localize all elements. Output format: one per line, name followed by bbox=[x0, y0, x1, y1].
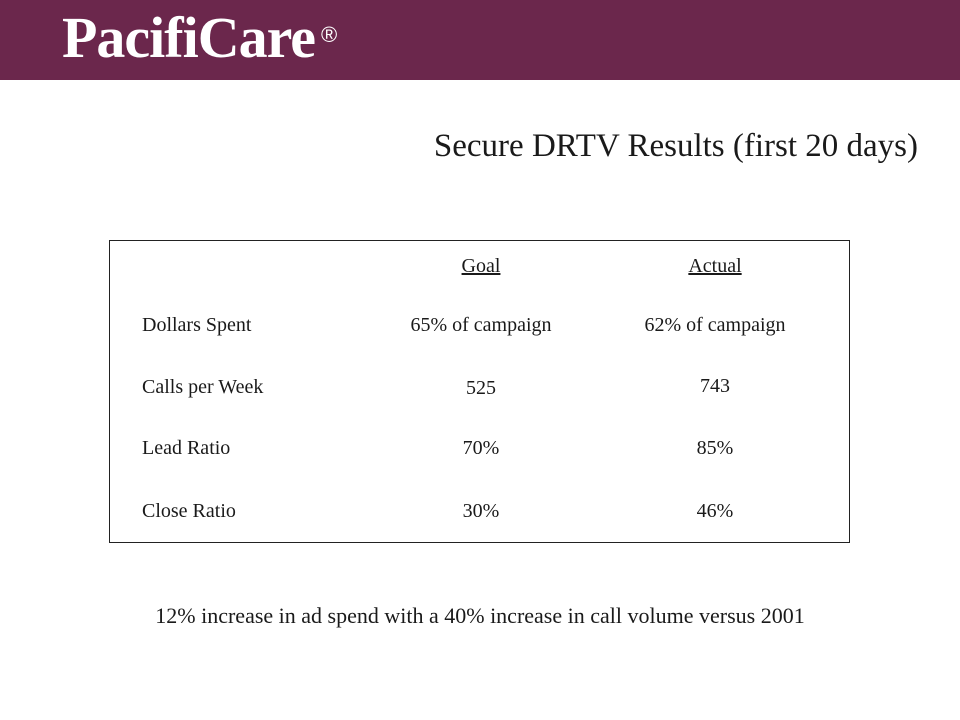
header-banner: PacifiCare ® bbox=[0, 0, 960, 80]
column-header-goal: Goal bbox=[461, 255, 501, 277]
goal-value-calls-per-week: 525 bbox=[466, 377, 496, 399]
goal-value-close-ratio: 30% bbox=[462, 500, 500, 522]
logo-wordmark: PacifiCare bbox=[62, 5, 316, 70]
row-label-close-ratio: Close Ratio bbox=[142, 500, 236, 522]
row-label-calls-per-week: Calls per Week bbox=[142, 376, 264, 398]
pacificare-logo: PacifiCare ® bbox=[62, 4, 337, 72]
goal-value-lead-ratio: 70% bbox=[462, 437, 500, 459]
actual-value-calls-per-week: 743 bbox=[700, 375, 730, 397]
column-header-actual: Actual bbox=[688, 255, 742, 277]
registered-trademark-mark: ® bbox=[321, 22, 338, 47]
goal-value-dollars-spent: 65% of campaign bbox=[410, 314, 552, 336]
footer-note: 12% increase in ad spend with a 40% incr… bbox=[155, 603, 805, 628]
actual-value-close-ratio: 46% bbox=[696, 500, 734, 522]
row-label-dollars-spent: Dollars Spent bbox=[142, 314, 252, 336]
actual-value-lead-ratio: 85% bbox=[696, 437, 734, 459]
row-label-lead-ratio: Lead Ratio bbox=[142, 437, 231, 459]
results-table: Goal Actual Dollars Spent 65% of campaig… bbox=[109, 240, 850, 543]
slide-title: Secure DRTV Results (first 20 days) bbox=[433, 128, 918, 164]
actual-value-dollars-spent: 62% of campaign bbox=[644, 314, 786, 336]
